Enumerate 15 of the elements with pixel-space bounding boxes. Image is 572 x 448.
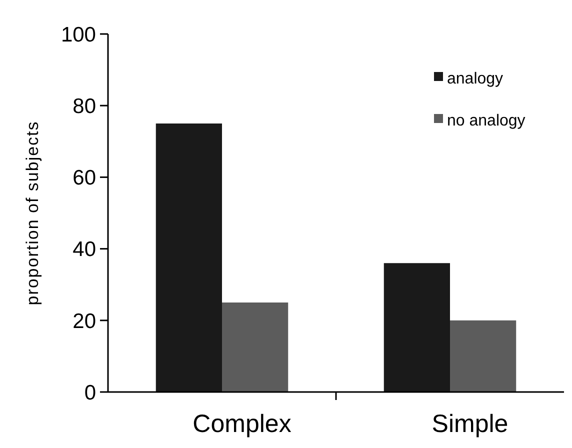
y-tick-label: 60 [72, 166, 96, 190]
y-tick-label: 100 [60, 23, 96, 46]
bar [222, 302, 288, 392]
y-tick-label: 80 [72, 94, 96, 118]
y-tick-label: 0 [84, 381, 96, 404]
bar [384, 263, 450, 392]
bar [156, 124, 222, 392]
y-axis-title: proportion of subjects [23, 120, 42, 306]
y-tick-label: 40 [72, 238, 96, 262]
bar [450, 320, 516, 392]
x-tick-label: Simple [432, 410, 508, 438]
legend-label: analogy [447, 70, 504, 88]
y-tick-label: 20 [72, 310, 96, 333]
legend-label: no analogy [447, 112, 526, 130]
x-tick-label: Complex [192, 410, 292, 438]
